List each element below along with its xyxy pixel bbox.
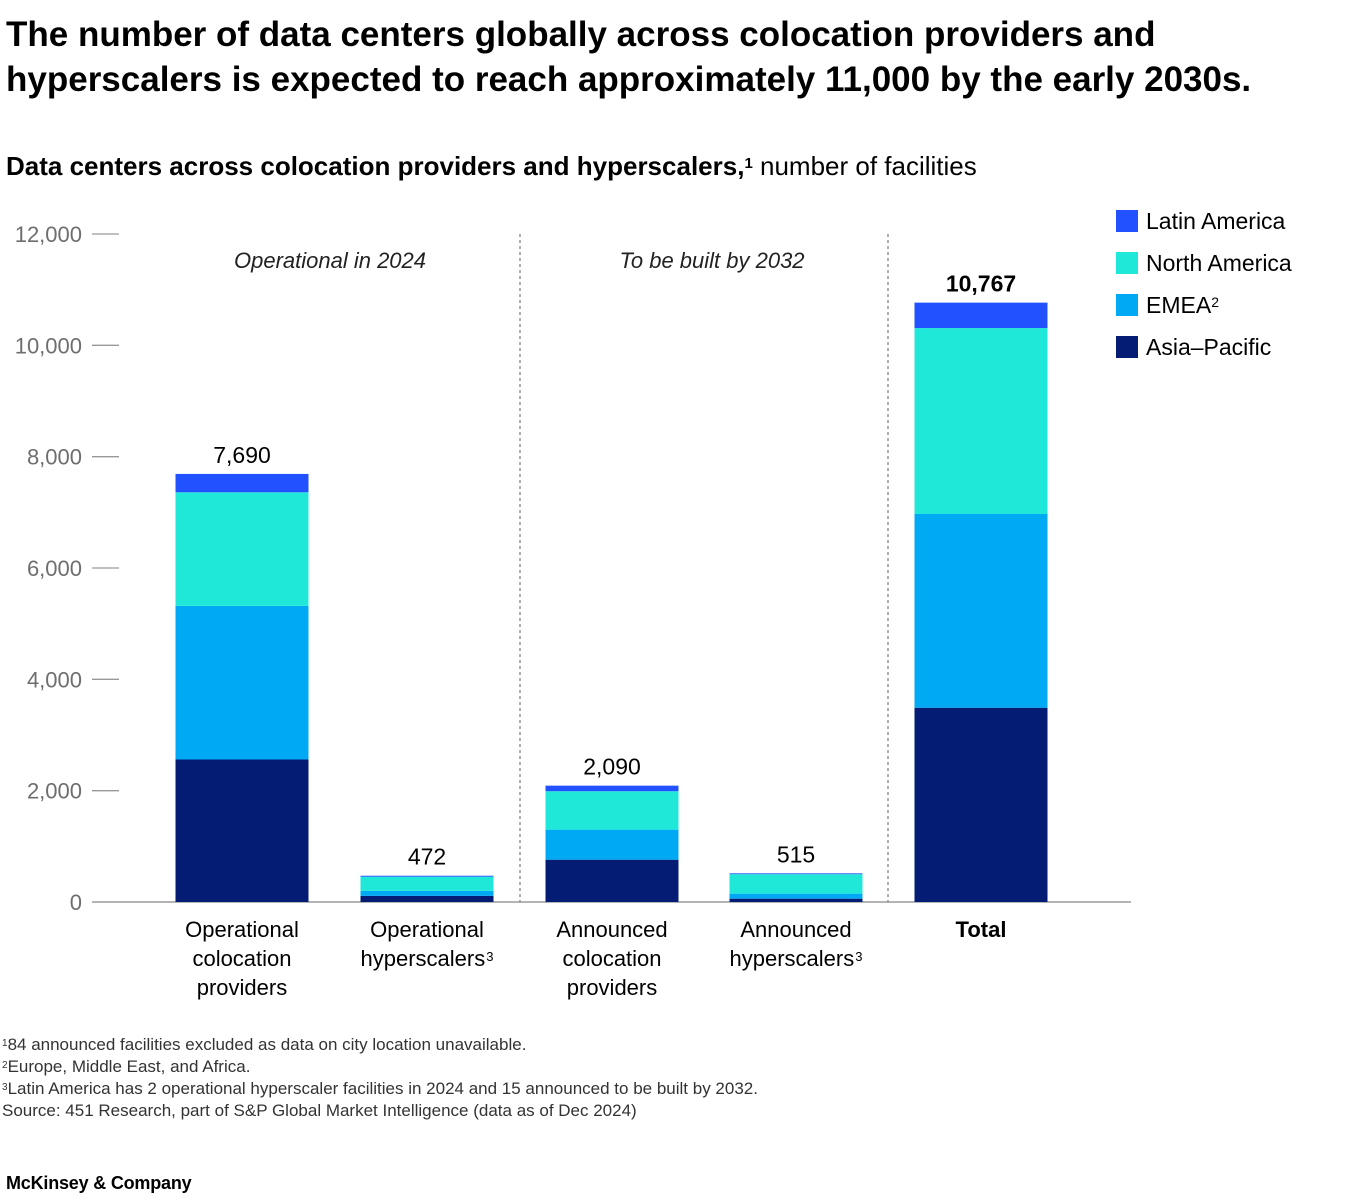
bar-segment — [914, 302, 1048, 329]
subtitle-unit: number of facilities — [752, 151, 977, 181]
bar-total-label: 515 — [777, 841, 815, 867]
y-tick-label: 8,000 — [27, 445, 82, 470]
bar-segment — [729, 893, 863, 899]
legend-swatch — [1116, 252, 1138, 274]
bar-segment — [729, 874, 863, 894]
bar-segment — [360, 895, 494, 902]
subtitle-footnote-marker: 1 — [744, 155, 753, 172]
bar-segment — [175, 605, 309, 760]
category-label: Announced colocation providers — [556, 917, 668, 1000]
headline: The number of data centers globally acro… — [6, 15, 1252, 99]
subtitle-bold: Data centers across colocation providers… — [6, 151, 745, 181]
footnote: Source: 451 Research, part of S&P Global… — [2, 1101, 637, 1120]
section-label: To be built by 2032 — [619, 248, 804, 273]
bar-segment — [729, 873, 863, 875]
legend-label: EMEA2 — [1146, 292, 1219, 318]
bar-segment — [175, 492, 309, 606]
bar-segment — [175, 759, 309, 902]
bar-segment — [914, 328, 1048, 515]
chart-legend: Latin America North America EMEA2 Asia–Paci… — [1116, 210, 1292, 378]
y-tick-label: 10,000 — [15, 333, 82, 358]
y-tick-label: 2,000 — [27, 779, 82, 804]
legend-label: Asia–Pacific — [1146, 334, 1272, 360]
section-label: Operational in 2024 — [234, 248, 426, 273]
footnote: 2Europe, Middle East, and Africa. — [2, 1057, 251, 1076]
y-tick-label: 0 — [70, 890, 82, 915]
legend-item: EMEA2 — [1116, 292, 1292, 318]
y-tick-label: 6,000 — [27, 556, 82, 581]
category-label: Total — [955, 917, 1007, 942]
bar-total-label: 7,690 — [213, 442, 271, 468]
legend-swatch — [1116, 336, 1138, 358]
legend-item: Latin America — [1116, 208, 1292, 234]
bar-segment — [545, 859, 679, 902]
category-label: Operational hyperscalers3 — [360, 917, 494, 971]
y-tick-label: 4,000 — [27, 667, 82, 692]
legend-label: Latin America — [1146, 208, 1286, 234]
bar-segment — [360, 890, 494, 896]
y-tick-label: 12,000 — [15, 222, 82, 247]
legend-item: Asia–Pacific — [1116, 334, 1292, 360]
legend-swatch — [1116, 294, 1138, 316]
category-label: Operational colocation providers — [185, 917, 299, 1000]
brand-logo-text: McKinsey & Company — [6, 1173, 192, 1193]
bar-segment — [360, 876, 494, 891]
legend-swatch — [1116, 210, 1138, 232]
stacked-bar-chart: 0 2,000 4,000 6,000 8,000 10,000 12,000 Operati… — [15, 222, 1131, 915]
bar-segment — [729, 898, 863, 902]
bar-total-label: 2,090 — [583, 754, 641, 780]
footnotes: 184 announced facilities excluded as dat… — [2, 1034, 758, 1122]
footnote: 184 announced facilities excluded as dat… — [2, 1035, 527, 1054]
legend-item: North America — [1116, 250, 1292, 276]
bar-segment — [914, 707, 1048, 902]
bar-segment — [360, 875, 494, 877]
bar-segment — [545, 791, 679, 830]
bar-segment — [545, 785, 679, 792]
bar-segment — [545, 829, 679, 860]
footnote: 3Latin America has 2 operational hypersc… — [2, 1079, 758, 1098]
bar-total-label: 10,767 — [946, 271, 1016, 297]
bar-segment — [914, 514, 1048, 708]
legend-label: North America — [1146, 250, 1292, 276]
category-label: Announced hyperscalers3 — [729, 917, 863, 971]
bar-total-label: 472 — [408, 844, 446, 870]
bar-segment — [175, 473, 309, 493]
chart-subtitle: Data centers across colocation providers… — [6, 150, 977, 182]
